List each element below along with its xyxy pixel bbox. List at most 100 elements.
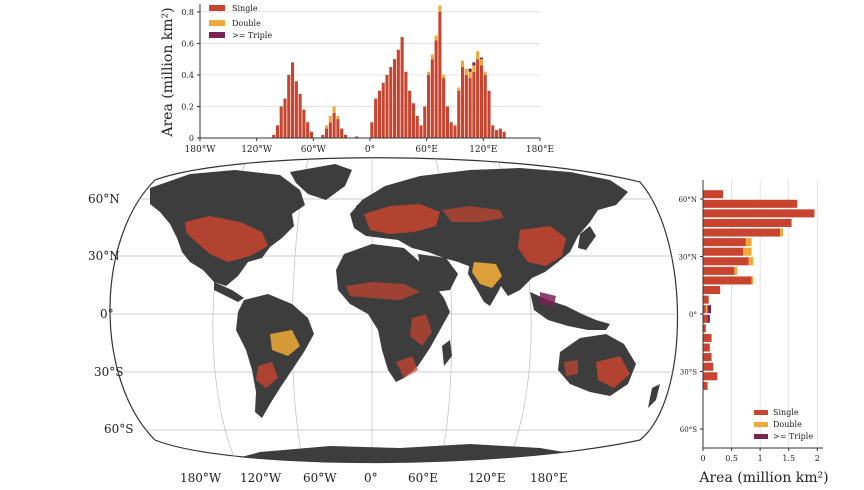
- top-bar: [495, 130, 499, 138]
- cropland-india: [472, 262, 502, 288]
- top-bar: [430, 54, 434, 60]
- map-lat-label-0: 0°: [100, 307, 114, 321]
- right-bar: [703, 199, 798, 208]
- map-lon-label-120w: 120°W: [240, 471, 282, 485]
- top-bar: [332, 112, 336, 138]
- top-bar: [423, 106, 427, 138]
- right-x-tick-label: 2: [815, 454, 820, 463]
- top-bar: [336, 115, 340, 120]
- top-x-tick-label: 60°W: [301, 145, 327, 155]
- right-bar: [703, 372, 718, 381]
- right-bar: [703, 228, 781, 237]
- top-bar: [479, 57, 483, 60]
- map-lon-label-180w: 180°W: [180, 471, 222, 485]
- right-bar: [703, 190, 723, 199]
- right-bar: [703, 305, 706, 314]
- top-bar: [294, 81, 298, 138]
- right-bar: [703, 238, 746, 247]
- land-antarctica: [200, 444, 620, 463]
- top-bar: [457, 87, 461, 91]
- cropland-overlay: [185, 204, 630, 388]
- top-bar: [419, 125, 423, 138]
- top-bar: [332, 106, 336, 113]
- right-legend: Single Double >= Triple: [754, 408, 813, 441]
- top-x-tick-label: 180°E: [526, 145, 554, 155]
- top-bar: [325, 125, 329, 129]
- cropland-w-australia: [564, 360, 578, 376]
- top-bar: [457, 90, 461, 138]
- land-greenland: [290, 164, 352, 200]
- right-x-tick-label: 0.5: [725, 454, 738, 463]
- top-bar: [430, 59, 434, 139]
- map-lon-label-60e: 60°E: [408, 471, 438, 485]
- legend-swatch-single: [754, 410, 768, 415]
- top-bar: [328, 122, 332, 138]
- right-y-tick-label: 30°S: [680, 369, 697, 377]
- land-british-isles: [356, 200, 366, 218]
- top-bar: [302, 109, 306, 138]
- top-bar: [427, 71, 431, 75]
- legend-swatch-triple: [754, 434, 768, 439]
- top-bar: [272, 134, 276, 138]
- legend-swatch-double: [754, 422, 768, 427]
- right-bar: [703, 247, 743, 256]
- cropland-russia-kazakh: [442, 206, 504, 222]
- cropland-europe: [364, 204, 440, 234]
- top-bar: [381, 82, 385, 138]
- right-bar: [745, 238, 752, 247]
- top-bar: [434, 40, 438, 139]
- top-bars: [272, 5, 506, 139]
- right-bar: [748, 257, 754, 266]
- top-bar: [476, 59, 480, 139]
- top-bar: [283, 98, 287, 138]
- right-bar: [743, 247, 752, 256]
- top-bar: [275, 125, 279, 138]
- cropland-se-asia: [540, 292, 556, 306]
- top-bar: [336, 119, 340, 138]
- right-bar: [734, 266, 738, 275]
- right-x-tick-label: 1: [758, 454, 763, 463]
- cropland-brazil: [270, 330, 300, 356]
- right-bar: [703, 314, 708, 323]
- top-bar: [393, 59, 397, 139]
- land-central-america: [214, 282, 244, 302]
- top-bar: [442, 74, 446, 79]
- top-histogram: 180°W 120°W 60°W 0° 60°E 120°E 180°E 0 0.2 0.4 0.…: [160, 4, 554, 155]
- top-bar: [479, 59, 483, 66]
- legend-label-triple: >= Triple: [232, 31, 272, 40]
- top-y-tick-label: 0.8: [181, 8, 194, 17]
- land-madagascar: [442, 340, 452, 366]
- right-bar: [751, 276, 754, 285]
- right-bar: [703, 276, 752, 285]
- top-bar: [453, 125, 457, 138]
- right-bar: [707, 314, 710, 323]
- top-bar: [487, 90, 491, 138]
- map-lat-label-30s: 30°S: [94, 365, 124, 379]
- top-bar: [461, 60, 465, 68]
- right-bars: [703, 190, 815, 390]
- right-y-tick-label: 60°S: [680, 426, 697, 434]
- map-lon-label-120e: 120°E: [468, 471, 506, 485]
- right-bar: [703, 381, 708, 390]
- cropland-argentina: [256, 362, 278, 388]
- top-bar: [502, 131, 506, 138]
- top-y-ticks: 0 0.2 0.4 0.6 0.8: [181, 8, 200, 143]
- top-bar: [472, 62, 476, 66]
- right-bar: [703, 333, 712, 342]
- top-y-tick-label: 0: [189, 134, 194, 143]
- top-bar: [408, 90, 412, 138]
- cropland-south-africa: [396, 356, 418, 378]
- right-y-tick-label: 30°N: [678, 254, 697, 262]
- top-bar: [340, 128, 344, 138]
- right-bar: [703, 343, 710, 352]
- top-x-tick-label: 120°E: [469, 145, 497, 155]
- right-y-tick-label: 0°: [689, 311, 697, 319]
- map-lon-label-0: 0°: [364, 471, 378, 485]
- map-lat-label-60n: 60°N: [88, 192, 120, 206]
- legend-label-single: Single: [773, 408, 799, 417]
- top-bar: [385, 74, 389, 138]
- land-africa: [336, 244, 450, 382]
- cropland-na-plains: [185, 216, 268, 262]
